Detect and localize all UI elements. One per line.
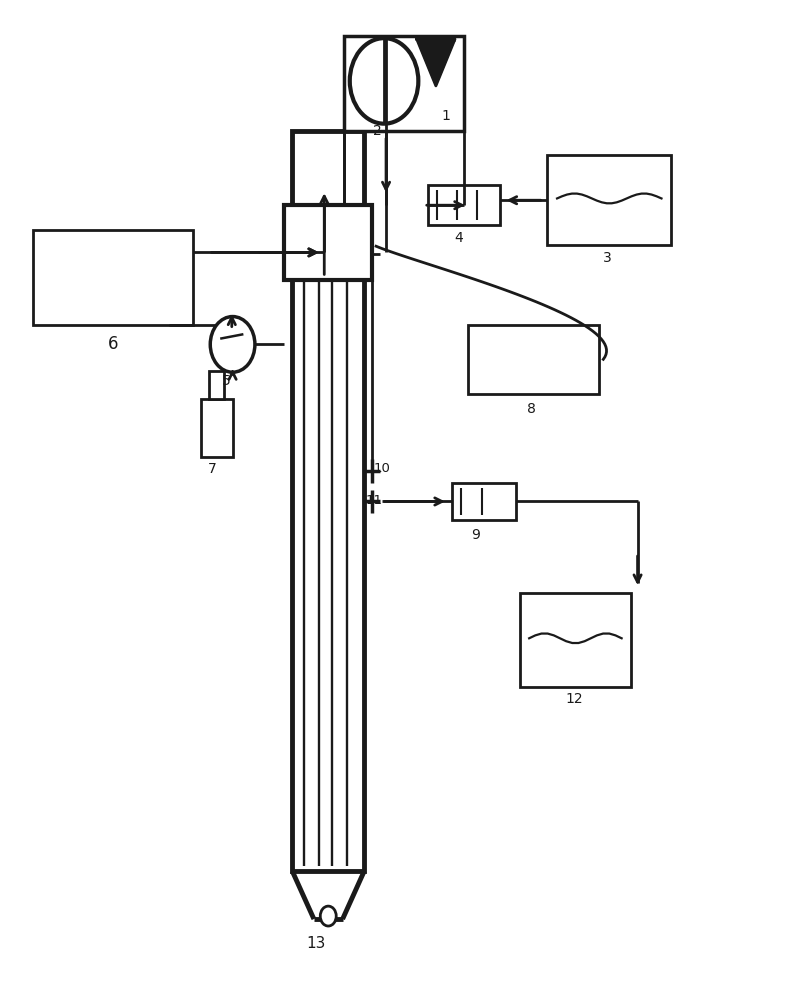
Bar — [428, 185, 500, 225]
Text: 5: 5 — [222, 374, 230, 388]
Text: 8: 8 — [527, 402, 536, 416]
Text: 7: 7 — [208, 462, 217, 476]
Circle shape — [320, 906, 336, 926]
Text: 2: 2 — [374, 124, 382, 138]
Text: 1: 1 — [442, 109, 450, 123]
Text: 12: 12 — [565, 692, 582, 706]
Text: 10: 10 — [374, 463, 391, 476]
Polygon shape — [417, 39, 455, 86]
Circle shape — [210, 317, 255, 372]
Bar — [452, 483, 515, 520]
Bar — [34, 230, 193, 324]
Bar — [209, 371, 224, 399]
Bar — [201, 399, 233, 457]
Bar — [547, 156, 671, 245]
Bar — [468, 324, 599, 394]
Text: 13: 13 — [306, 936, 326, 951]
Text: 9: 9 — [471, 528, 480, 542]
Bar — [344, 36, 464, 131]
Bar — [519, 593, 631, 687]
Text: 3: 3 — [603, 251, 612, 265]
Text: 4: 4 — [454, 231, 462, 245]
Text: 6: 6 — [108, 335, 118, 353]
Bar — [285, 205, 372, 280]
Bar — [292, 131, 364, 871]
Text: 11: 11 — [366, 494, 383, 507]
